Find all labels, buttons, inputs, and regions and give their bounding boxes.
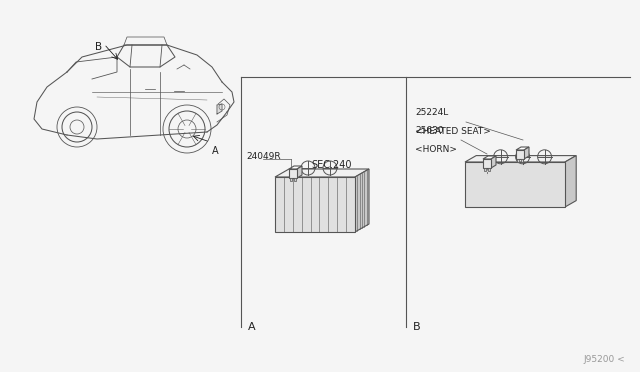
Text: A: A xyxy=(248,322,255,332)
Polygon shape xyxy=(516,147,529,150)
Text: 24049R: 24049R xyxy=(246,152,280,161)
Polygon shape xyxy=(217,104,222,114)
Bar xyxy=(517,159,519,162)
Text: B: B xyxy=(95,42,102,52)
Polygon shape xyxy=(297,166,302,178)
Text: 25630: 25630 xyxy=(415,126,444,135)
Polygon shape xyxy=(275,169,369,177)
Polygon shape xyxy=(524,147,529,159)
Polygon shape xyxy=(465,162,565,207)
Polygon shape xyxy=(289,166,302,169)
Bar xyxy=(488,168,490,171)
Polygon shape xyxy=(465,155,576,162)
Text: B: B xyxy=(413,322,420,332)
Bar xyxy=(484,168,486,171)
Polygon shape xyxy=(289,169,297,178)
Text: A: A xyxy=(212,146,219,156)
Text: SEC.240: SEC.240 xyxy=(311,160,351,170)
Polygon shape xyxy=(483,156,496,159)
Text: J95200 <: J95200 < xyxy=(583,355,625,364)
Polygon shape xyxy=(516,150,524,159)
Bar xyxy=(294,178,296,181)
Polygon shape xyxy=(491,156,496,168)
Polygon shape xyxy=(483,159,491,168)
Bar xyxy=(521,159,523,162)
Polygon shape xyxy=(355,169,369,232)
Text: 25224L: 25224L xyxy=(415,108,448,117)
Polygon shape xyxy=(275,177,355,232)
Text: <HEATED SEAT>: <HEATED SEAT> xyxy=(415,127,491,136)
Text: <HORN>: <HORN> xyxy=(415,145,457,154)
Bar xyxy=(290,178,292,181)
Polygon shape xyxy=(565,155,576,207)
